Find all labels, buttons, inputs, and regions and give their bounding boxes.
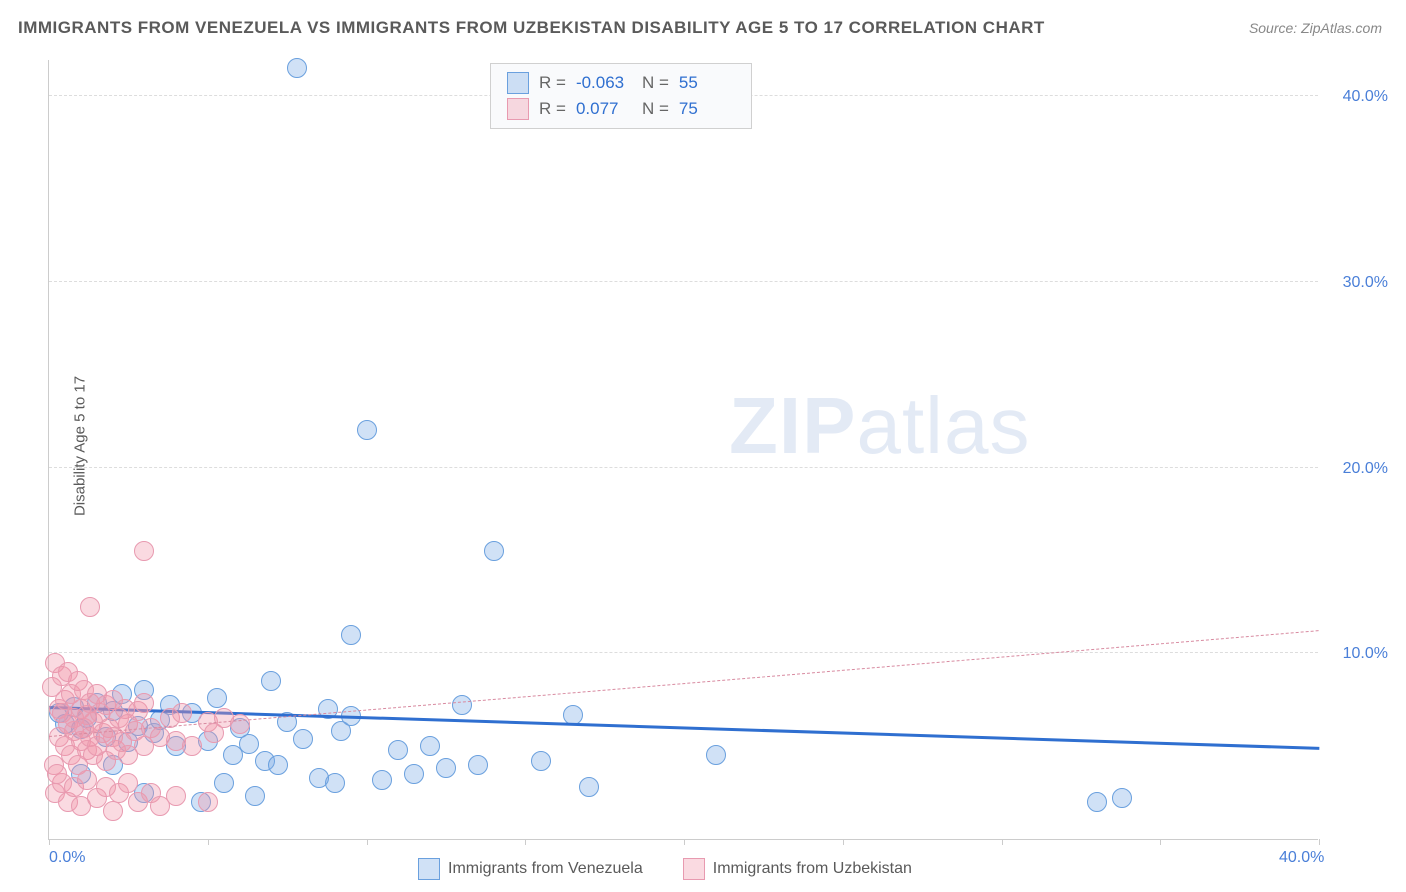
data-point [134, 693, 154, 713]
stat-r-label: R = [539, 99, 566, 119]
stat-n-value: 75 [679, 99, 735, 119]
data-point [341, 625, 361, 645]
x-tick [1002, 839, 1003, 845]
legend-label: Immigrants from Uzbekistan [713, 860, 912, 878]
stat-r-label: R = [539, 73, 566, 93]
data-point [293, 729, 313, 749]
data-point [309, 768, 329, 788]
data-point [1087, 792, 1107, 812]
data-point [404, 764, 424, 784]
x-tick-label: 40.0% [1279, 849, 1324, 867]
y-tick-label: 30.0% [1343, 274, 1388, 292]
data-point [1112, 788, 1132, 808]
data-point [579, 777, 599, 797]
data-point [172, 703, 192, 723]
x-tick [525, 839, 526, 845]
x-tick [1160, 839, 1161, 845]
y-tick-label: 40.0% [1343, 88, 1388, 106]
data-point [261, 671, 281, 691]
legend-item: Immigrants from Uzbekistan [683, 858, 912, 880]
data-point [245, 786, 265, 806]
stat-n-label: N = [642, 99, 669, 119]
stat-r-value: 0.077 [576, 99, 632, 119]
data-point [388, 740, 408, 760]
stat-n-value: 55 [679, 73, 735, 93]
data-point [103, 801, 123, 821]
legend-stats-row: R = -0.063 N = 55 [507, 70, 735, 96]
data-point [372, 770, 392, 790]
legend-stats-box: R = -0.063 N = 55 R = 0.077 N = 75 [490, 63, 752, 129]
data-point [214, 773, 234, 793]
data-point [118, 773, 138, 793]
watermark-rest: atlas [856, 381, 1030, 470]
legend-swatch [507, 98, 529, 120]
data-point [182, 736, 202, 756]
x-tick [49, 839, 50, 845]
gridline [49, 652, 1318, 653]
data-point [468, 755, 488, 775]
data-point [563, 705, 583, 725]
data-point [207, 688, 227, 708]
x-tick [208, 839, 209, 845]
x-tick [843, 839, 844, 845]
watermark: ZIPatlas [729, 380, 1030, 472]
y-tick-label: 20.0% [1343, 460, 1388, 478]
legend-label: Immigrants from Venezuela [448, 860, 643, 878]
data-point [239, 734, 259, 754]
data-point [706, 745, 726, 765]
data-point [484, 541, 504, 561]
legend-bottom: Immigrants from Venezuela Immigrants from… [418, 858, 912, 880]
plot-area: ZIPatlas 10.0%20.0%30.0%40.0%0.0%40.0% [48, 60, 1318, 840]
data-point [77, 770, 97, 790]
data-point [198, 792, 218, 812]
data-point [166, 786, 186, 806]
x-tick-label: 0.0% [49, 849, 85, 867]
watermark-bold: ZIP [729, 381, 856, 470]
data-point [230, 714, 250, 734]
data-point [420, 736, 440, 756]
data-point [134, 541, 154, 561]
x-tick [684, 839, 685, 845]
data-point [80, 597, 100, 617]
stat-n-label: N = [642, 73, 669, 93]
data-point [436, 758, 456, 778]
data-point [452, 695, 472, 715]
x-tick [367, 839, 368, 845]
data-point [268, 755, 288, 775]
legend-swatch [418, 858, 440, 880]
legend-item: Immigrants from Venezuela [418, 858, 643, 880]
legend-swatch [683, 858, 705, 880]
legend-stats-row: R = 0.077 N = 75 [507, 96, 735, 122]
x-tick [1319, 839, 1320, 845]
gridline [49, 281, 1318, 282]
data-point [47, 764, 67, 784]
data-point [531, 751, 551, 771]
stat-r-value: -0.063 [576, 73, 632, 93]
trend-line [49, 630, 1319, 737]
data-point [287, 58, 307, 78]
y-tick-label: 10.0% [1343, 645, 1388, 663]
legend-swatch [507, 72, 529, 94]
gridline [49, 467, 1318, 468]
data-point [357, 420, 377, 440]
source-attribution: Source: ZipAtlas.com [1249, 20, 1382, 36]
chart-title: IMMIGRANTS FROM VENEZUELA VS IMMIGRANTS … [18, 18, 1045, 38]
